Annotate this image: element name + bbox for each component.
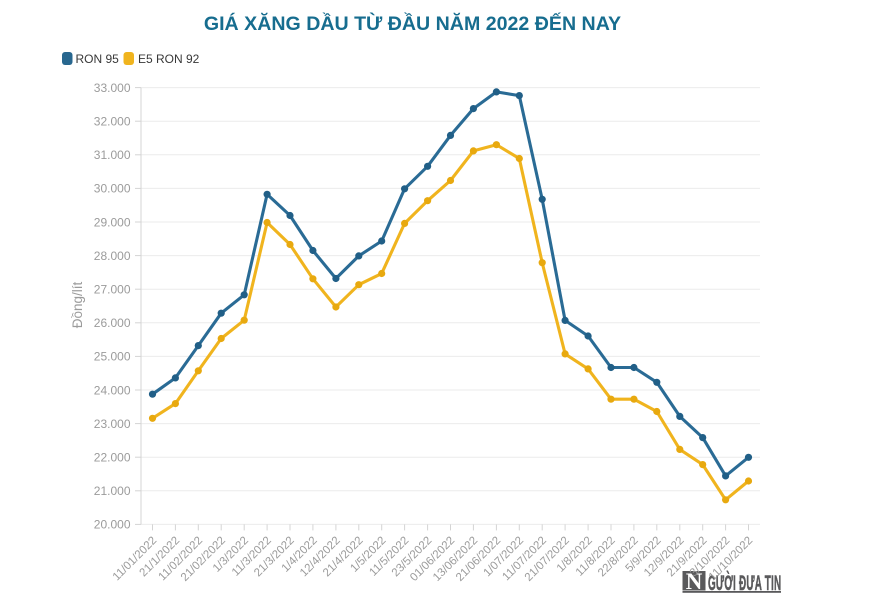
svg-text:GIÁ XĂNG DẦU TỪ ĐẦU NĂM 2022 Đ: GIÁ XĂNG DẦU TỪ ĐẦU NĂM 2022 ĐẾN NAY [204,11,621,35]
svg-text:N: N [686,569,703,594]
svg-text:20.000: 20.000 [94,518,131,532]
svg-text:27.000: 27.000 [94,283,131,297]
svg-text:24.000: 24.000 [94,383,131,397]
svg-text:22.000: 22.000 [94,451,131,465]
svg-text:26.000: 26.000 [94,316,131,330]
svg-text:31.000: 31.000 [94,148,131,162]
svg-text:32.000: 32.000 [94,115,131,129]
svg-text:RON 95: RON 95 [76,52,120,66]
svg-text:33.000: 33.000 [94,81,131,95]
svg-text:28.000: 28.000 [94,249,131,263]
svg-text:21.000: 21.000 [94,484,131,498]
svg-text:29.000: 29.000 [94,215,131,229]
svg-text:25.000: 25.000 [94,350,131,364]
svg-text:30.000: 30.000 [94,182,131,196]
svg-text:23.000: 23.000 [94,417,131,431]
svg-text:E5 RON 92: E5 RON 92 [138,52,200,66]
svg-text:Đồng/lít: Đồng/lít [70,281,85,328]
